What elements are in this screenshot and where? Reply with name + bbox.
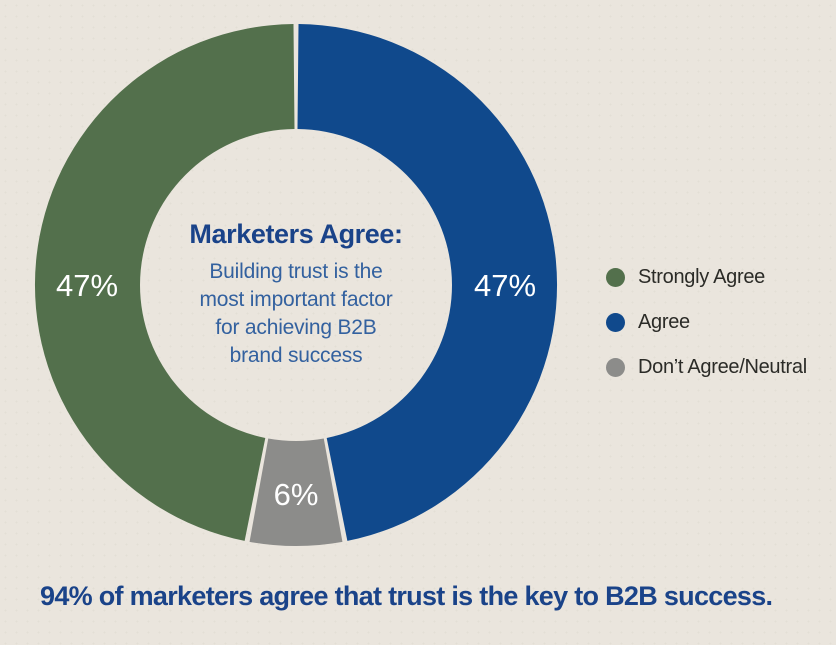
- legend: Strongly Agree Agree Don’t Agree/Neutral: [606, 266, 807, 403]
- chart-center-subtitle-line-3: for achieving B2B: [215, 316, 377, 339]
- slice-label-don-t-agree-neutral: 6%: [274, 477, 319, 512]
- slice-agree: [297, 24, 558, 541]
- slice-strongly-agree: [34, 24, 295, 541]
- legend-swatch-dont-agree-neutral: [606, 358, 625, 377]
- legend-label-dont-agree-neutral: Don’t Agree/Neutral: [638, 356, 807, 378]
- slice-label-agree: 47%: [474, 268, 536, 303]
- chart-center-subtitle-line-1: Building trust is the: [209, 260, 383, 283]
- chart-center-title: Marketers Agree:: [189, 219, 403, 249]
- chart-center-text: Marketers Agree: Building trust is the m…: [136, 219, 456, 370]
- legend-label-strongly-agree: Strongly Agree: [638, 266, 765, 288]
- chart-center-subtitle-line-2: most important factor: [199, 288, 393, 311]
- slice-don-t-agree-neutral: [249, 438, 343, 546]
- legend-item-dont-agree-neutral: Don’t Agree/Neutral: [606, 356, 807, 378]
- legend-item-agree: Agree: [606, 311, 807, 333]
- headline: 94% of marketers agree that trust is the…: [40, 581, 773, 611]
- chart-center-subtitle-line-4: brand success: [229, 344, 363, 367]
- legend-label-agree: Agree: [638, 311, 690, 333]
- slice-label-strongly-agree: 47%: [56, 268, 118, 303]
- legend-item-strongly-agree: Strongly Agree: [606, 266, 807, 288]
- legend-swatch-agree: [606, 313, 625, 332]
- chart-center-subtitle: Building trust is the most important fac…: [136, 258, 456, 370]
- legend-swatch-strongly-agree: [606, 268, 625, 287]
